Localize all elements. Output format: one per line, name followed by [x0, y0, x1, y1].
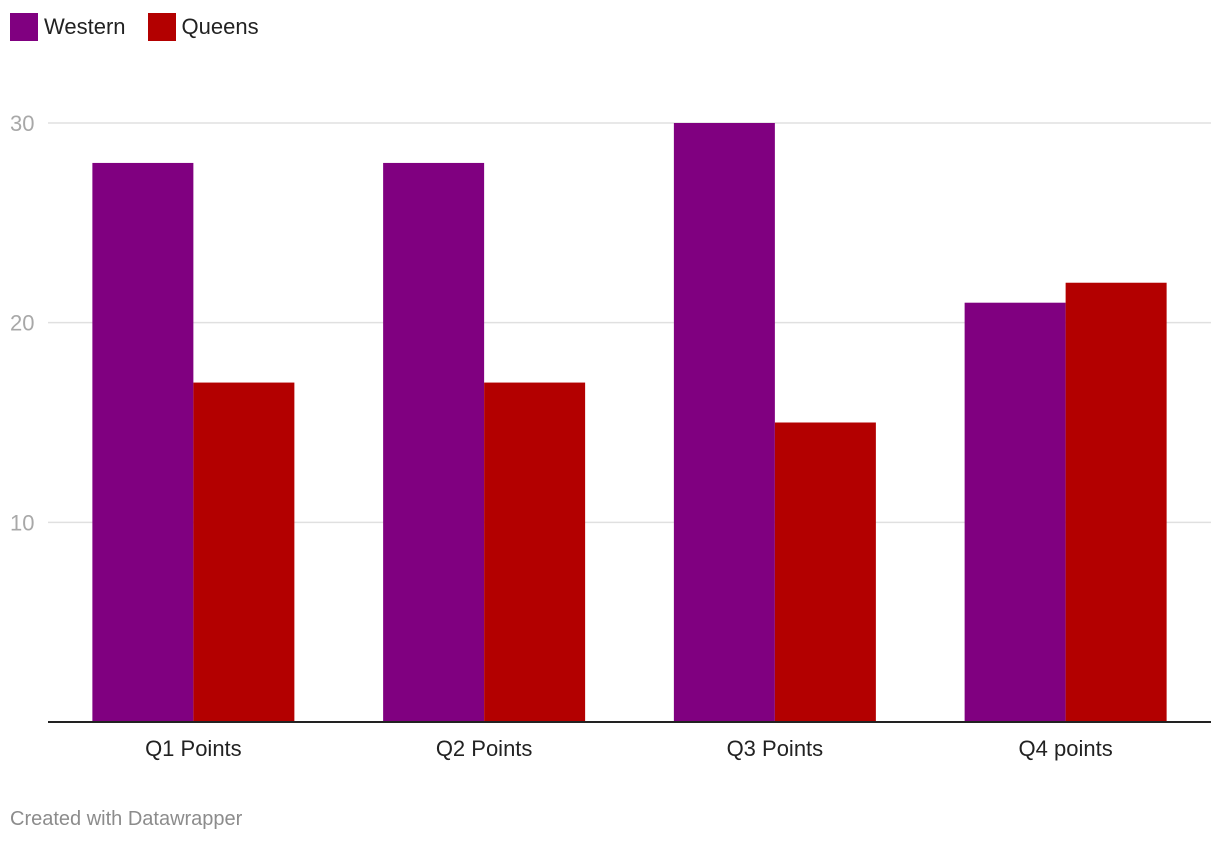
legend-swatch-queens [147, 13, 176, 41]
legend-label-queens: Queens [181, 14, 259, 39]
bar-queens-4 [1065, 282, 1167, 722]
bar-western-1 [92, 162, 194, 722]
footer-credit: Created with Datawrapper [10, 808, 243, 830]
legend-item-queens: Queens [147, 13, 259, 41]
legend-swatch-western [10, 13, 38, 41]
bar-queens-1 [193, 382, 295, 722]
bar-queens-2 [484, 382, 586, 722]
bar-western-4 [964, 302, 1066, 722]
x-tick-label-1: Q1 Points [145, 736, 242, 761]
bar-queens-3 [774, 422, 876, 722]
legend-label-western: Western [44, 14, 126, 39]
x-tick-label-2: Q2 Points [436, 736, 533, 761]
legend: Western Queens [10, 13, 281, 41]
bar-western-2 [383, 162, 485, 722]
bar-western-3 [673, 123, 775, 722]
legend-item-western: Western [10, 13, 126, 41]
y-tick-label-30: 30 [10, 111, 34, 136]
x-tick-label-4: Q4 points [1019, 736, 1113, 761]
x-tick-label-3: Q3 Points [727, 736, 824, 761]
y-tick-label-10: 10 [10, 510, 34, 535]
y-tick-label-20: 20 [10, 311, 34, 336]
